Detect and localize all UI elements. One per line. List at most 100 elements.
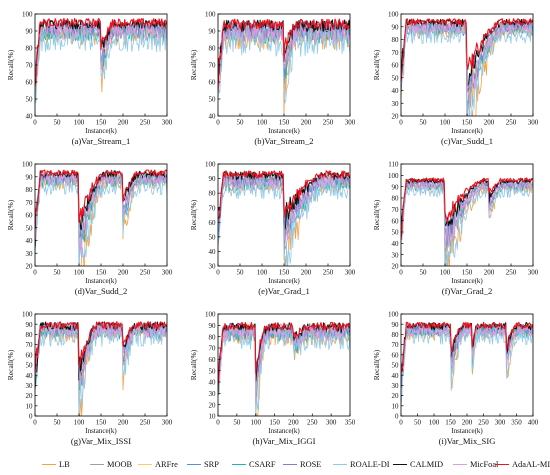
x-tick-label: 150 xyxy=(96,269,107,277)
y-tick-label: 100 xyxy=(205,311,216,319)
x-tick-label: 150 xyxy=(96,119,107,127)
legend-item-calmid: CALMID xyxy=(393,455,443,473)
y-tick-label: 100 xyxy=(205,161,216,169)
y-tick-label: 50 xyxy=(392,74,400,82)
legend-item-srp: SRP xyxy=(187,455,219,473)
series-group xyxy=(35,321,167,416)
legend-swatch xyxy=(90,463,104,465)
y-tick-label: 30 xyxy=(392,382,400,390)
x-tick-label: 150 xyxy=(279,119,290,127)
x-tick-label: 250 xyxy=(506,269,517,277)
legend: LB MOOB ARFre SRP CSARF ROSE ROALE-DI CALMID Mic… xyxy=(0,455,550,473)
x-tick-label: 50 xyxy=(414,419,422,427)
series-group xyxy=(401,177,533,266)
chart-caption: (g)Var_Mix_ISSI xyxy=(71,436,131,446)
series-line-roale-di xyxy=(35,177,167,266)
y-tick-label: 0 xyxy=(29,413,33,421)
y-tick-label: 70 xyxy=(26,199,34,207)
legend-label: ARFre xyxy=(155,459,178,469)
x-tick-label: 100 xyxy=(74,419,85,427)
y-tick-label: 60 xyxy=(209,356,217,364)
y-tick-label: 80 xyxy=(26,186,34,194)
legend-label: SRP xyxy=(204,459,219,469)
y-tick-label: 60 xyxy=(392,217,400,225)
x-tick-label: 200 xyxy=(288,419,299,427)
x-tick-label: 0 xyxy=(33,269,37,277)
x-tick-label: 400 xyxy=(528,419,539,427)
x-tick-label: 100 xyxy=(250,419,261,427)
y-tick-label: 50 xyxy=(209,367,217,375)
y-tick-label: 90 xyxy=(392,321,400,329)
x-tick-label: 300 xyxy=(528,119,539,127)
legend-swatch xyxy=(138,463,152,465)
y-tick-label: 100 xyxy=(22,311,33,319)
x-axis-label: Instance(k) xyxy=(85,277,117,285)
y-tick-label: 90 xyxy=(26,28,34,36)
y-tick-label: 100 xyxy=(22,11,33,19)
legend-label: CALMID xyxy=(410,459,444,469)
y-tick-label: 30 xyxy=(392,100,400,108)
y-tick-label: 60 xyxy=(209,79,217,87)
x-tick-label: 50 xyxy=(54,419,62,427)
x-tick-label: 50 xyxy=(54,269,62,277)
legend-swatch xyxy=(232,463,246,465)
x-tick-label: 250 xyxy=(323,119,334,127)
y-tick-label: 20 xyxy=(392,392,400,400)
y-tick-label: 60 xyxy=(392,351,400,359)
x-tick-label: 250 xyxy=(140,419,151,427)
y-tick-label: 70 xyxy=(209,204,217,212)
legend-item-arfre: ARFre xyxy=(138,455,178,473)
y-tick-label: 90 xyxy=(26,173,34,181)
x-tick-label: 300 xyxy=(345,119,356,127)
series-group xyxy=(35,17,167,105)
chart-caption: (e)Var_Grad_1 xyxy=(258,286,310,296)
chart-caption: (d)Var_Sudd_2 xyxy=(75,286,128,296)
legend-item-moob: MOOB xyxy=(90,455,132,473)
x-axis-label: Instance(k) xyxy=(85,427,117,435)
y-tick-label: 80 xyxy=(209,190,217,198)
y-tick-label: 60 xyxy=(26,79,34,87)
y-tick-label: 30 xyxy=(26,382,34,390)
y-tick-label: 40 xyxy=(209,379,217,387)
series-group xyxy=(35,169,167,266)
legend-label: LB xyxy=(59,459,70,469)
series-line-adaal-mid xyxy=(401,18,533,83)
chart-panel: 40 50 60 70 80 90 100 0 50 100 150 200 250 300 Instanc… xyxy=(189,11,356,146)
x-tick-label: 0 xyxy=(33,419,37,427)
x-axis-label: Instance(k) xyxy=(451,277,483,285)
y-tick-label: 50 xyxy=(209,233,217,241)
x-tick-label: 50 xyxy=(420,119,428,127)
chart-caption: (i)Var_Mix_SIG xyxy=(439,436,496,446)
x-tick-label: 200 xyxy=(484,269,495,277)
y-tick-label: 60 xyxy=(26,351,34,359)
x-tick-label: 150 xyxy=(96,419,107,427)
legend-swatch xyxy=(42,463,56,465)
y-axis-label: Recall(%) xyxy=(6,199,15,230)
legend-label: MicFoal xyxy=(470,459,499,469)
x-tick-label: 300 xyxy=(162,419,173,427)
y-tick-label: 80 xyxy=(209,333,217,341)
series-line-adaal-mid xyxy=(35,169,167,229)
plot-frame xyxy=(217,313,351,417)
y-tick-label: 50 xyxy=(209,96,217,104)
series-line-micfoal xyxy=(35,172,167,255)
x-tick-label: 250 xyxy=(506,119,517,127)
x-tick-label: 0 xyxy=(216,119,220,127)
y-tick-label: 70 xyxy=(209,62,217,70)
y-tick-label: 10 xyxy=(209,413,217,421)
y-tick-label: 50 xyxy=(26,362,34,370)
x-tick-label: 250 xyxy=(478,419,489,427)
y-tick-label: 40 xyxy=(26,372,34,380)
y-axis-label: Recall(%) xyxy=(189,49,198,80)
series-group xyxy=(401,18,533,116)
x-tick-label: 200 xyxy=(118,269,129,277)
x-tick-label: 250 xyxy=(323,269,334,277)
x-axis-label: Instance(k) xyxy=(268,277,300,285)
y-tick-label: 0 xyxy=(395,413,399,421)
y-tick-label: 70 xyxy=(392,206,400,214)
x-tick-label: 250 xyxy=(307,419,318,427)
series-line-adaal-mid xyxy=(401,321,533,373)
series-line-roale-di xyxy=(401,25,533,116)
y-tick-label: 90 xyxy=(392,23,400,31)
